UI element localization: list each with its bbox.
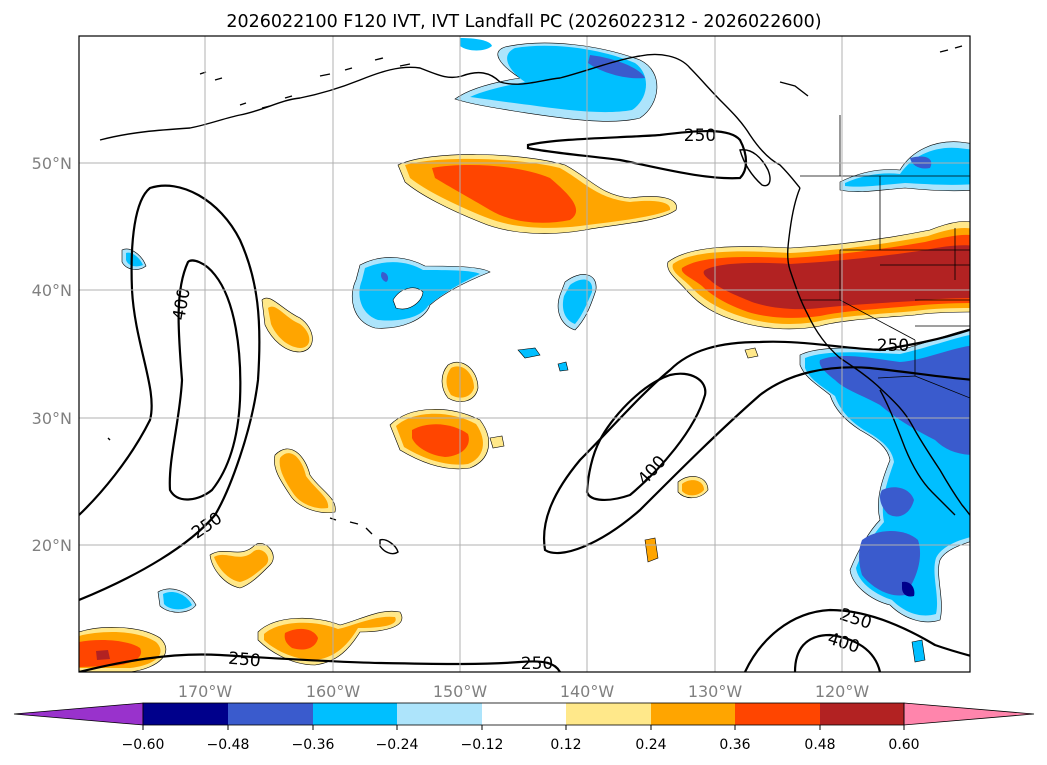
positive-region — [744, 347, 759, 359]
colorbar-tick-label: −0.60 — [122, 737, 165, 753]
positive-region — [264, 616, 396, 660]
lat-label: 40°N — [32, 281, 72, 300]
negative-region — [819, 345, 970, 455]
colorbar-tick-label: 0.48 — [804, 737, 835, 753]
colorbar-segment — [820, 703, 904, 725]
negative-region — [163, 592, 192, 610]
negative-region — [562, 279, 593, 324]
negative-region — [845, 147, 970, 187]
positive-region — [412, 424, 469, 457]
negative-region — [911, 639, 926, 663]
positive-region — [284, 628, 318, 650]
positive-region — [268, 306, 310, 348]
lat-label: 50°N — [32, 154, 72, 173]
positive-region — [703, 245, 970, 310]
contour-label: 250 — [684, 126, 716, 146]
latitude-labels: 50°N 40°N 30°N 20°N — [32, 154, 72, 555]
contour-250-south — [79, 653, 561, 672]
lon-label: 150°W — [433, 682, 488, 701]
colorbar-segment — [482, 703, 566, 725]
lon-label: 130°W — [688, 682, 743, 701]
colorbar-segment — [735, 703, 820, 725]
lon-label: 160°W — [306, 682, 361, 701]
colorbar-segment — [566, 703, 651, 725]
contour-label: 250 — [227, 649, 261, 672]
political-borders — [800, 115, 970, 399]
negative-hole — [392, 287, 424, 310]
colorbar-tick-label: −0.24 — [376, 737, 419, 753]
positive-region — [432, 165, 577, 223]
vancouver-island — [739, 149, 771, 187]
positive-region — [682, 480, 704, 496]
negative-region — [460, 38, 492, 51]
longitude-labels: 170°W 160°W 150°W 140°W 130°W 120°W — [178, 682, 870, 701]
lat-label: 20°N — [32, 536, 72, 555]
contour-250-east — [543, 328, 970, 555]
negative-region — [859, 531, 921, 596]
gridlines — [79, 36, 970, 672]
positive-region — [214, 549, 269, 582]
colorbar-segment — [143, 703, 228, 725]
small-islands — [107, 437, 111, 441]
negative-region — [880, 487, 914, 517]
contour-400-west — [168, 259, 242, 501]
colorbar-segment — [228, 703, 313, 725]
positive-region — [279, 453, 329, 509]
mexico-border — [877, 375, 970, 399]
colorbar-tick-label: 0.12 — [550, 737, 581, 753]
colorbar-tick-label: −0.12 — [461, 737, 504, 753]
negative-region — [126, 252, 143, 267]
negative-region — [557, 361, 569, 372]
colorbar-under-extension — [13, 702, 144, 726]
contour-400-se — [793, 633, 882, 672]
lon-label: 120°W — [815, 682, 870, 701]
colorbar-tick-label: 0.24 — [635, 737, 666, 753]
positive-region — [96, 650, 110, 660]
negative-region — [517, 347, 541, 359]
alaska-coast — [99, 53, 801, 189]
colorbar-tick-label: 0.60 — [888, 737, 919, 753]
positive-region — [489, 435, 505, 449]
contour-250-se — [744, 608, 970, 672]
lat-label: 30°N — [32, 409, 72, 428]
positive-region — [79, 640, 142, 667]
colorbar-tick-label: −0.48 — [207, 737, 250, 753]
state-borders — [800, 115, 970, 376]
colorbar-segment — [313, 703, 397, 725]
colorbar-tick-label: −0.36 — [292, 737, 335, 753]
lon-label: 170°W — [178, 682, 233, 701]
aleutian-islands — [199, 45, 963, 109]
pacific-nw-coast — [787, 187, 970, 517]
colorbar-tick-label: 0.36 — [719, 737, 750, 753]
positive-region — [644, 537, 659, 563]
figure-title: 2026022100 F120 IVT, IVT Landfall PC (20… — [226, 12, 821, 32]
contour-label: 250 — [877, 336, 909, 356]
colorbar: −0.60 −0.48 −0.36 −0.24 −0.12 0.12 0.24 … — [13, 702, 1035, 753]
colorbar-over-extension — [903, 702, 1035, 726]
colorbar-segment — [397, 703, 482, 725]
negative-region — [588, 55, 645, 79]
colorbar-frame — [142, 702, 905, 726]
negative-region — [381, 272, 389, 282]
negative-region — [910, 156, 932, 169]
contour-250-west — [79, 184, 261, 602]
colorbar-segment — [651, 703, 735, 725]
lon-label: 140°W — [560, 682, 615, 701]
baja-coast — [879, 389, 956, 516]
negative-region — [902, 581, 915, 597]
contour-label: 250 — [521, 654, 553, 674]
map-frame — [78, 35, 971, 673]
